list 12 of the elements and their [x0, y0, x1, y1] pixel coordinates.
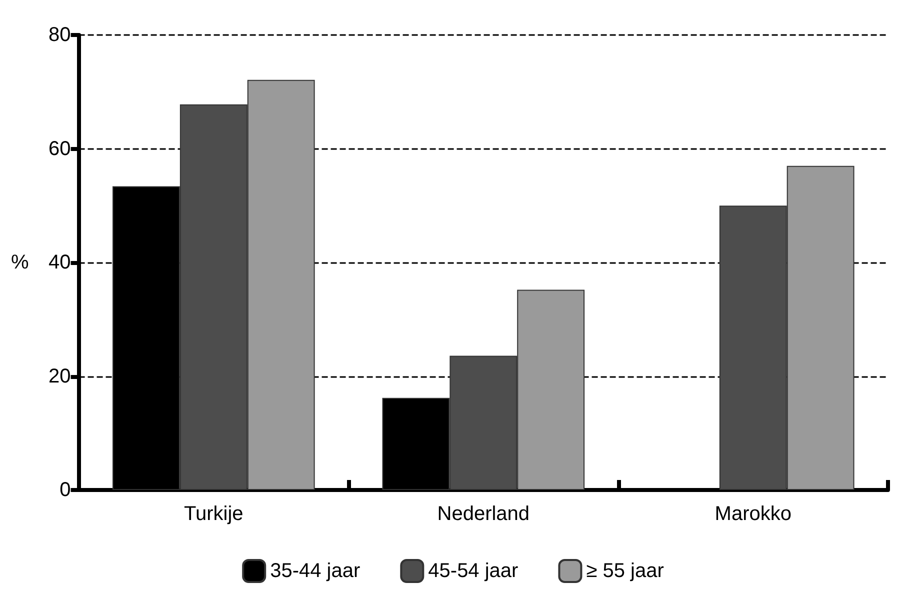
y-tick-label: 0	[60, 479, 71, 501]
x-tick-label: Nederland	[437, 503, 530, 525]
y-axis-title: %	[10, 252, 29, 274]
y-tick-label: 80	[48, 24, 71, 46]
y-tick-label: 60	[48, 138, 71, 160]
x-tick-label: Turkije	[184, 503, 244, 525]
y-tick-label: 40	[48, 252, 71, 274]
y-tick-label: 20	[48, 365, 71, 388]
x-tick-label: Marokko	[714, 503, 792, 525]
legend-label: 45-54 jaar	[428, 560, 519, 582]
legend-label: ≥ 55 jaar	[586, 560, 664, 582]
legend-label: 35-44 jaar	[270, 560, 360, 582]
